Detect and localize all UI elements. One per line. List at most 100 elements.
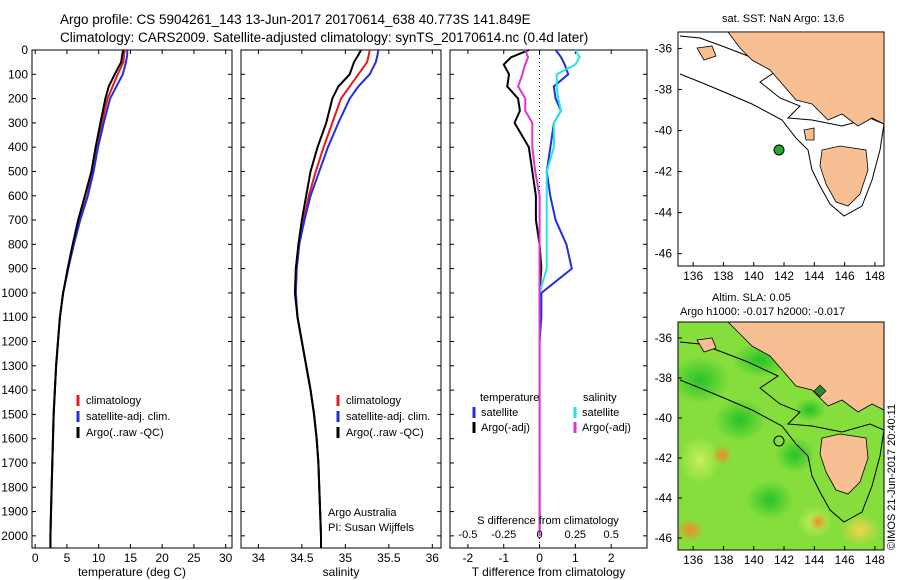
map-y-tick-label: -42 [655, 451, 673, 465]
y-tick-label: 1900 [1, 505, 28, 519]
salinity-panel: 34 34.5 35 35.5 36 salinity climatology satelli… [240, 49, 442, 579]
legend-label: climatology [346, 395, 402, 407]
map-x-tick-label: 138 [713, 553, 733, 567]
y-tick-label: 2000 [1, 529, 28, 543]
x-tick-label: 35.5 [377, 551, 401, 565]
x-tick-label: 25 [187, 551, 201, 565]
series-argo-line [502, 49, 543, 536]
map-y-tick-label: -46 [655, 247, 673, 261]
x-tick-label: 36 [426, 551, 440, 565]
sla-mainland [727, 322, 884, 413]
sst-tasmania [819, 145, 869, 207]
x-tick-label: 15 [124, 551, 138, 565]
sla-argo-marker [773, 435, 785, 447]
sla-blobs [678, 342, 880, 546]
difference-panel: -2 -1 0 1 2T difference from climatology S di… [449, 49, 648, 579]
legend-label: satellite-adj. clim. [86, 411, 170, 423]
y-tick-label: 200 [8, 92, 28, 106]
y-tick-label: 400 [8, 140, 28, 154]
x-tick-label: 30 [219, 551, 233, 565]
map-x-tick-label: 144 [804, 553, 824, 567]
y-tick-label: 0 [21, 43, 28, 57]
temperature-panel: 0100200300400500600700800900100011001200… [1, 43, 232, 579]
x-tick-label: 2 [608, 551, 615, 565]
sst-argo-marker [773, 144, 785, 156]
sst-island-1 [696, 45, 717, 61]
sst-mainland [727, 31, 885, 127]
legend-label: satellite [481, 407, 518, 419]
sla-map-title-1: Altim. SLA: 0.05 [712, 292, 791, 304]
x-tick-label: 35 [339, 551, 353, 565]
map-y-tick-label: -36 [655, 331, 673, 345]
map-x-tick-label: 146 [835, 553, 855, 567]
map-y-tick-label: -38 [655, 82, 673, 96]
sla-tasmania [819, 433, 869, 495]
y-tick-label: 1400 [1, 383, 28, 397]
legend-label: Argo(-adj) [481, 422, 530, 434]
sla-station-marker [813, 384, 827, 398]
y-tick-label: 900 [8, 262, 28, 276]
legend-label: Argo(..raw -QC) [86, 427, 164, 439]
map-x-tick-label: 146 [835, 269, 855, 283]
legend-label: Argo(..raw -QC) [346, 427, 424, 439]
map-y-tick-label: -36 [655, 41, 673, 55]
imos-credit: ©IMOS 21-Jun-2017 20:40:11 [886, 404, 898, 550]
y-tick-label: 1200 [1, 335, 28, 349]
y-tick-label: 1100 [2, 310, 28, 324]
plot-frame [31, 49, 233, 549]
map-x-tick-label: 142 [774, 553, 794, 567]
x-tick-label: -1 [498, 551, 509, 565]
map-y-tick-label: -40 [655, 124, 673, 138]
x-axis-label: T difference from climatology [472, 565, 626, 579]
x-tick-label: 0 [536, 551, 543, 565]
sst-map-title: sat. SST: NaN Argo: 13.6 [722, 13, 844, 25]
sla-island-1 [696, 337, 717, 353]
x-tick-label: 0 [32, 551, 39, 565]
y-tick-label: 500 [8, 164, 28, 178]
map-y-tick-label: -38 [655, 371, 673, 385]
x-tick-label: 1 [572, 551, 579, 565]
s-tick-label: 0.5 [604, 529, 619, 541]
x-tick-label: 10 [92, 551, 106, 565]
y-tick-label: 1300 [1, 359, 28, 373]
map-x-tick-label: 138 [713, 269, 733, 283]
map-y-tick-label: -46 [655, 531, 673, 545]
y-tick-label: 1700 [1, 456, 28, 470]
sst-island-2 [803, 127, 815, 141]
map-x-tick-label: 136 [683, 269, 703, 283]
plot-frame [240, 49, 442, 549]
s-tick-label: -0.5 [458, 529, 477, 541]
legend-header-salinity: salinity [583, 392, 617, 404]
y-tick-label: 1000 [1, 286, 28, 300]
header-line-2: Climatology: CARS2009. Satellite-adjuste… [60, 30, 588, 45]
map-y-tick-label: -44 [655, 206, 673, 220]
x-tick-label: -2 [463, 551, 474, 565]
y-tick-label: 1600 [1, 432, 28, 446]
map-x-tick-label: 144 [804, 269, 824, 283]
series-satellite-line [294, 49, 380, 548]
sla-map: Altim. SLA: 0.05 Argo h1000: -0.017 h200… [655, 292, 898, 567]
map-y-tick-label: -44 [655, 491, 673, 505]
y-tick-label: 1800 [1, 480, 28, 494]
legend-label: Argo(-adj) [582, 422, 631, 434]
legend-header-temperature: temperature [480, 392, 539, 404]
sst-map: sat. SST: NaN Argo: 13.6 136 138 140 142 144… [655, 13, 886, 283]
sst-shelf-contour [679, 35, 885, 217]
series-argo-line [49, 49, 125, 549]
map-y-tick-label: -40 [655, 411, 673, 425]
legend-label: satellite-adj. clim. [346, 411, 430, 423]
s-axis-label: S difference from climatology [477, 515, 619, 527]
series-climatology-line [294, 49, 371, 548]
y-tick-label: 100 [8, 67, 28, 81]
series-satellite-line [538, 49, 573, 536]
sla-shelf-contour [679, 341, 884, 523]
series-s_satellite-line [538, 49, 581, 536]
map-x-tick-label: 148 [865, 269, 885, 283]
series-argo-line [293, 49, 362, 549]
y-tick-label: 600 [8, 189, 28, 203]
plot-frame [449, 49, 648, 549]
sla-ticks: 136 138 140 142 144 146 148 -36 -38 -40 -42 -44 -46 [655, 331, 886, 567]
y-tick-label: 800 [8, 237, 28, 251]
annotation-text: PI: Susan Wijffels [328, 522, 414, 534]
